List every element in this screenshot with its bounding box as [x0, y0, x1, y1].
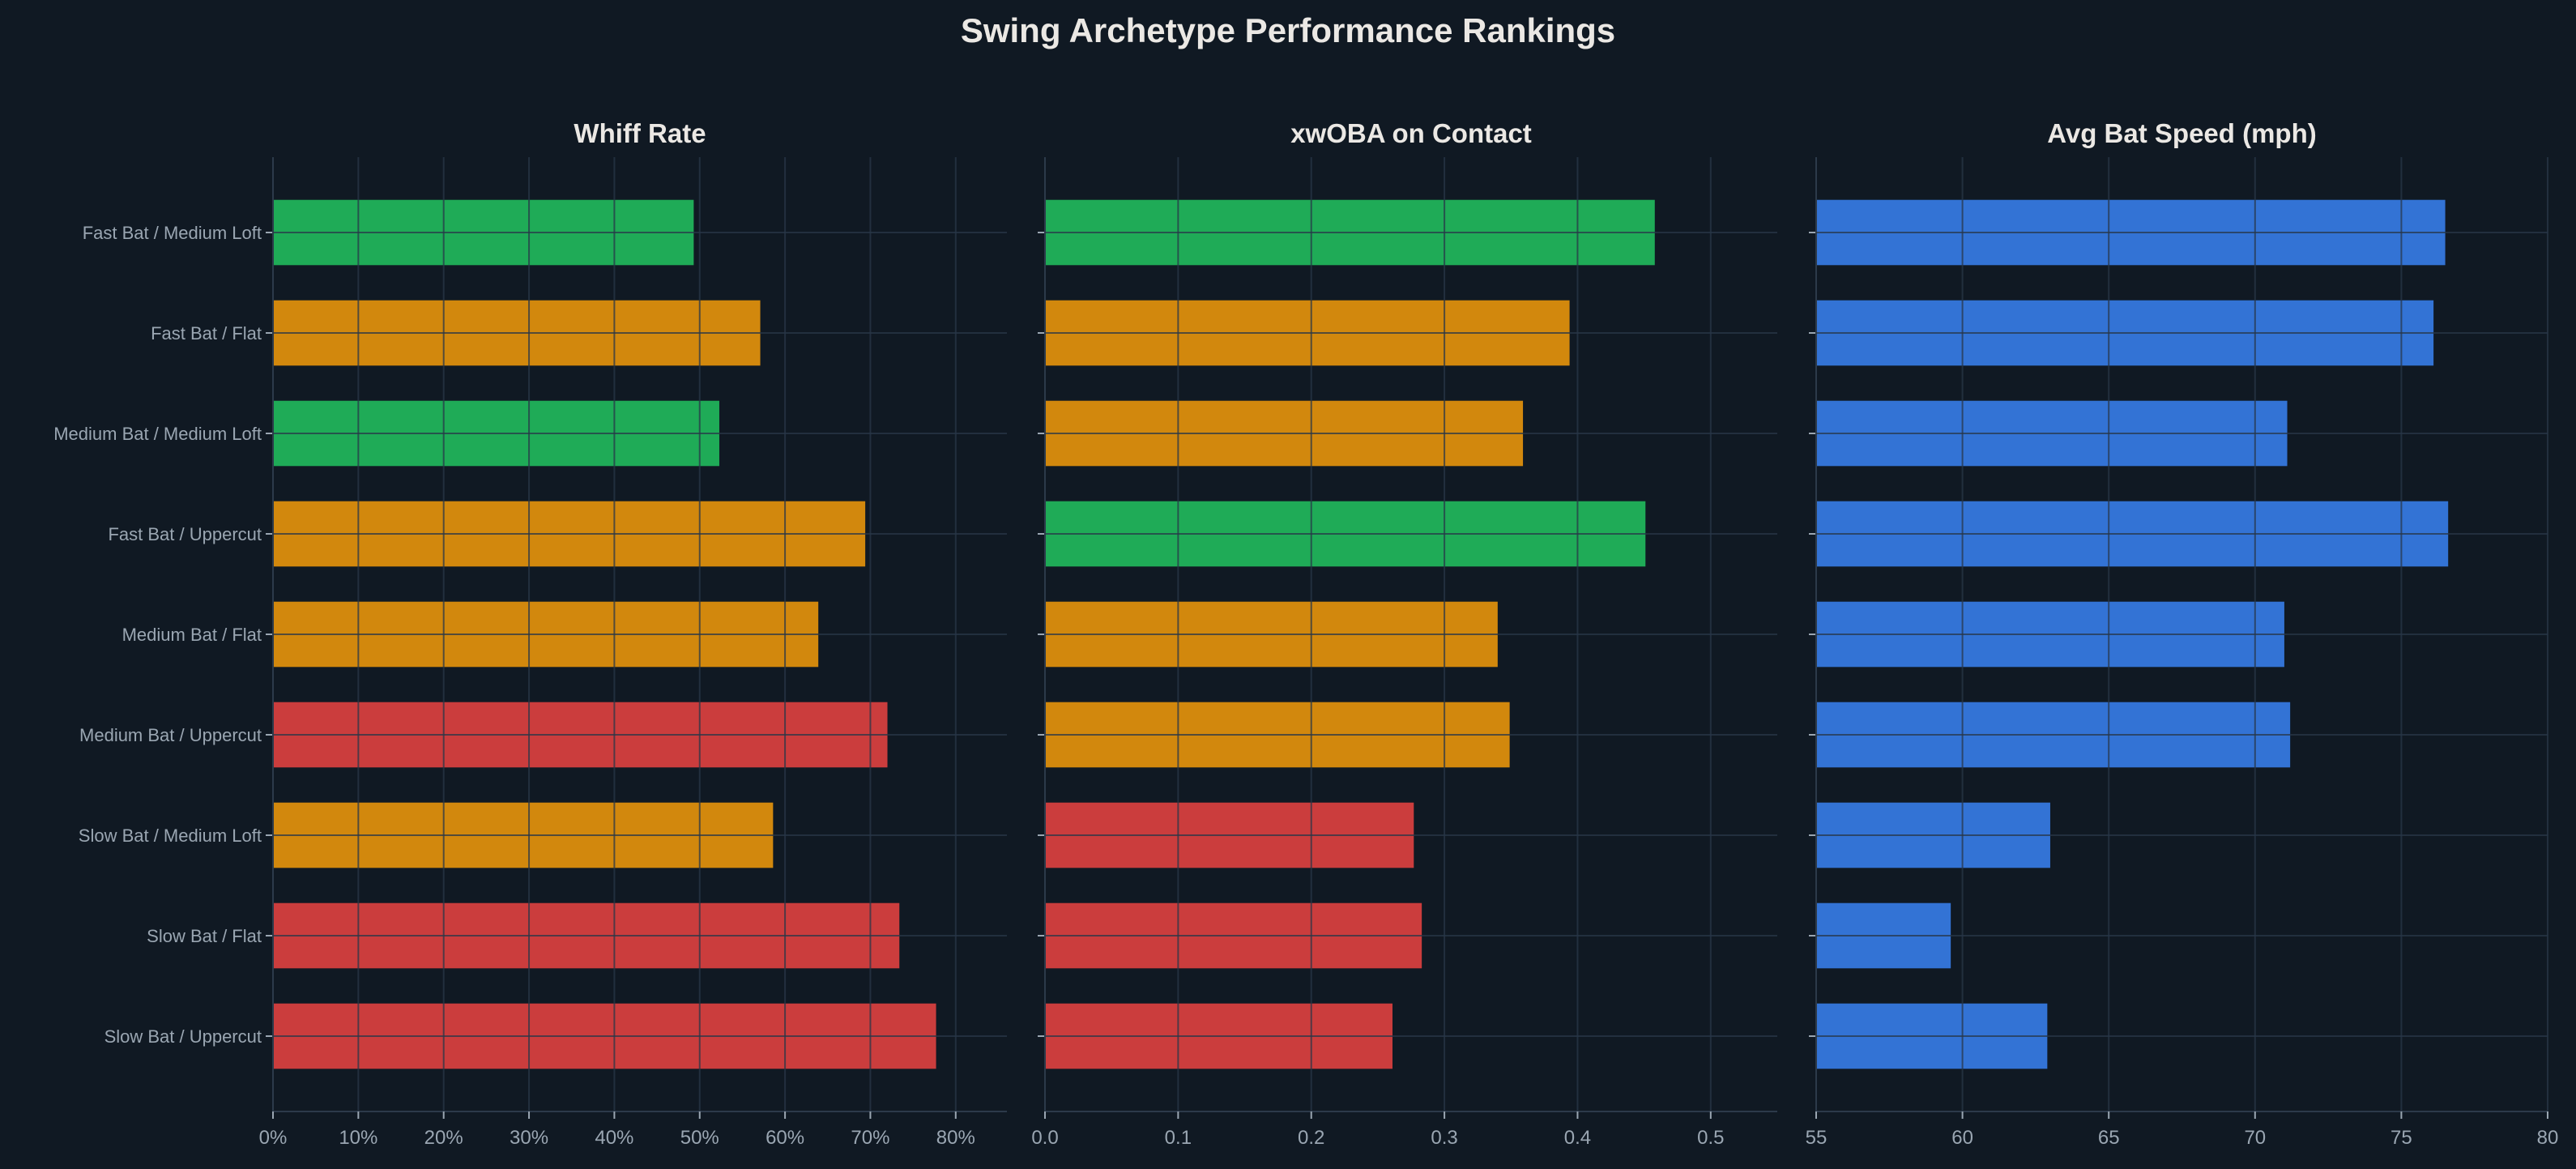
x-tick-label: 80% [936, 1127, 975, 1149]
x-tick-label: 0.5 [1697, 1127, 1724, 1149]
x-tick-label: 60 [1951, 1127, 1973, 1149]
panel-title: xwOBA on Contact [1290, 118, 1532, 148]
y-tick-label: Medium Bat / Flat [122, 625, 262, 645]
x-tick-label: 40% [595, 1127, 633, 1149]
x-tick-label: 0.2 [1298, 1127, 1324, 1149]
y-tick-label: Medium Bat / Uppercut [79, 725, 262, 745]
x-tick-label: 75 [2390, 1127, 2412, 1149]
x-tick-label: 70 [2244, 1127, 2266, 1149]
x-tick-label: 30% [510, 1127, 548, 1149]
y-tick-label: Fast Bat / Medium Loft [83, 223, 262, 243]
x-tick-label: 70% [851, 1127, 889, 1149]
x-tick-label: 65 [2098, 1127, 2120, 1149]
x-tick-label: 0.1 [1165, 1127, 1192, 1149]
y-tick-label: Medium Bat / Medium Loft [53, 424, 262, 444]
x-tick-label: 20% [424, 1127, 463, 1149]
x-tick-label: 60% [766, 1127, 804, 1149]
x-tick-label: 0.4 [1564, 1127, 1591, 1149]
panel-title: Whiff Rate [574, 118, 706, 148]
panel-3: Avg Bat Speed (mph) 55 60 65 70 75 80 [1806, 118, 2559, 1149]
x-tick-label: 80 [2537, 1127, 2559, 1149]
x-tick-label: 10% [339, 1127, 377, 1149]
y-tick-label: Slow Bat / Flat [147, 926, 262, 946]
y-tick-label: Slow Bat / Uppercut [104, 1026, 262, 1047]
y-tick-label: Fast Bat / Uppercut [108, 524, 262, 544]
panel-1: Whiff Rate Fast Bat / Medium Loft Fast Bat… [53, 118, 1007, 1149]
y-tick-label: Slow Bat / Medium Loft [79, 826, 262, 846]
figure-title: Swing Archetype Performance Rankings [961, 11, 1615, 49]
y-tick-label: Fast Bat / Flat [151, 323, 262, 343]
x-tick-label: 0% [259, 1127, 288, 1149]
panel-title: Avg Bat Speed (mph) [2047, 118, 2316, 148]
panel-2: xwOBA on Contact 0.0 0.1 0.2 0.3 0.4 0.5 [1031, 118, 1777, 1149]
x-tick-label: 50% [680, 1127, 719, 1149]
x-tick-label: 55 [1806, 1127, 1828, 1149]
x-tick-label: 0.0 [1031, 1127, 1058, 1149]
x-tick-label: 0.3 [1431, 1127, 1457, 1149]
